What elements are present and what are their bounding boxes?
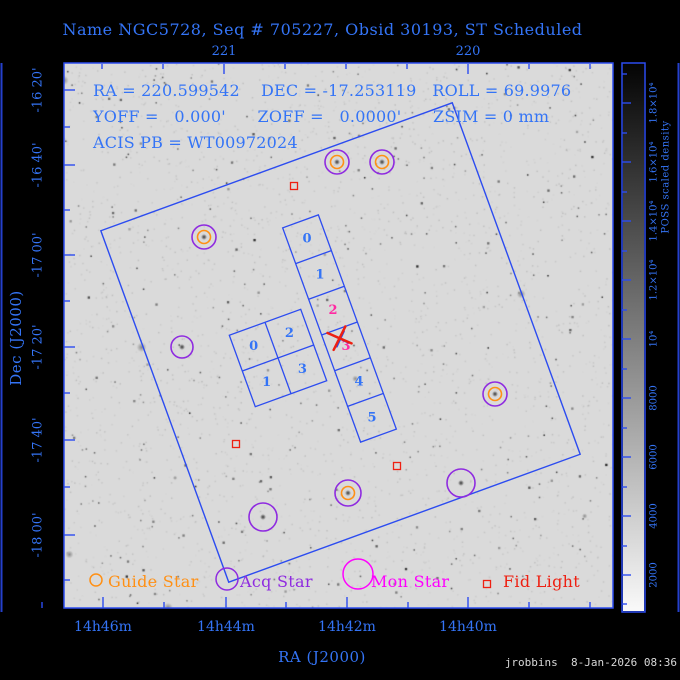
observation-title: Name NGC5728, Seq # 705227, Obsid 30193,… [62,20,583,39]
x-tick-label: 14h46m [74,619,132,635]
acq-star-circle[interactable] [482,381,508,407]
chip-label-i0: 0 [249,339,258,354]
colorbar-tick-label: 8000 [648,385,660,411]
x-tick-label: 14h44m [197,619,255,635]
guide-star-circle[interactable] [487,386,503,402]
chip-label-i3: 3 [298,362,307,377]
chip-label-s5: 5 [367,410,376,425]
colorbar-tick-label: 1.8×10⁴ [648,82,660,124]
acq-star-circle[interactable] [324,149,350,175]
colorbar-tick-label: 6000 [648,444,660,470]
guide-star-circle[interactable] [340,485,356,501]
fid-light-square[interactable] [289,181,299,191]
acq-star-circle[interactable] [369,149,395,175]
y-tick-label: -16 20' [30,67,46,113]
status-user-datetime: jrobbins 8-Jan-2026 08:36 [504,656,677,669]
legend-mon-star-label: Mon Star [371,572,450,591]
legend-guide-circle [89,573,103,587]
acis-s-array[interactable] [281,214,398,443]
chip-label-i1: 1 [262,375,271,390]
guide-star-circle[interactable] [329,154,345,170]
guide-star-circle[interactable] [196,229,212,245]
pointing-info-line3: ACIS PB = WT00972024 [93,133,298,152]
chip-label-s3: 3 [341,339,350,354]
colorbar-gradient [623,64,644,611]
fid-light-square[interactable] [392,461,402,471]
legend-guide-star-label: Guide Star [108,572,199,591]
acis-s-divider [295,249,332,265]
aimpoint-marker[interactable] [326,325,353,352]
chip-label-i2: 2 [285,326,294,341]
aimpoint-red-x [332,325,347,352]
legend-mon-circle [342,558,374,590]
sky-image-canvas[interactable] [64,63,613,608]
pointing-info-line1: RA = 220.599542 DEC = -17.253119 ROLL = … [93,81,572,100]
x-axis-title: RA (J2000) [278,648,366,666]
chip-label-s1: 1 [315,267,324,282]
y-tick-label: -17 00' [30,232,46,278]
legend-fid-square [482,579,492,589]
fov-outline[interactable] [99,101,582,584]
acq-star-circle[interactable] [248,502,278,532]
colorbar-tick-label: 2000 [648,562,660,588]
acis-s-divider [334,357,371,372]
colorbar-tick-label: 1.2×10⁴ [648,259,660,301]
pointing-info-line2: YOFF = 0.000' ZOFF = 0.0000' ZSIM = 0 mm [93,107,550,126]
acis-i-array[interactable] [228,308,328,408]
acq-star-circle[interactable] [170,335,194,359]
acq-star-circle[interactable] [191,224,217,250]
legend-acq-star-label: Acq Star [240,572,313,591]
chip-label-s2: 2 [328,303,337,318]
acq-star-circle[interactable] [334,479,362,507]
colorbar-tick-label: 4000 [648,503,660,529]
fid-light-square[interactable] [231,439,241,449]
colorbar-tick-label: 1.6×10⁴ [648,141,660,183]
x-tick-label: 14h42m [318,619,376,635]
acis-s-divider [308,285,345,300]
y-tick-label: -17 40' [30,417,46,463]
chip-label-s4: 4 [354,375,363,390]
acis-i-divider-h [242,344,314,372]
acq-star-circle[interactable] [446,468,476,498]
guide-star-circle[interactable] [374,154,390,170]
y-tick-label: -17 20' [30,324,46,370]
y-tick-label: -18 00' [30,512,46,558]
acis-s-divider [347,392,384,408]
top-tick-label: 220 [455,44,481,59]
top-tick-label: 221 [211,44,237,59]
colorbar-title: POSS scaled density [660,120,672,234]
legend-acq-circle [215,567,239,591]
colorbar-tick-label: 10⁴ [648,330,660,348]
colorbar-frame [621,62,646,613]
y-axis-title: Dec (J2000) [7,290,25,386]
colorbar-tick-label: 1.4×10⁴ [648,200,660,242]
legend-fid-light-label: Fid Light [503,572,580,591]
image-frame [63,62,614,609]
x-tick-label: 14h40m [439,619,497,635]
y-tick-label: -16 40' [30,142,46,188]
chip-label-s0: 0 [302,232,311,247]
